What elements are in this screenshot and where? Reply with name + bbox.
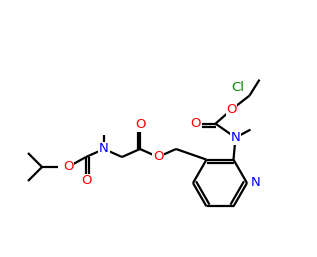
Text: N: N: [231, 131, 240, 144]
Text: O: O: [81, 175, 91, 188]
Text: O: O: [153, 151, 163, 163]
Text: O: O: [63, 161, 73, 173]
Text: N: N: [99, 142, 109, 155]
Text: O: O: [135, 118, 145, 132]
Text: N: N: [251, 177, 261, 189]
Text: Cl: Cl: [231, 81, 244, 94]
Text: O: O: [190, 117, 201, 130]
Text: O: O: [226, 103, 237, 116]
